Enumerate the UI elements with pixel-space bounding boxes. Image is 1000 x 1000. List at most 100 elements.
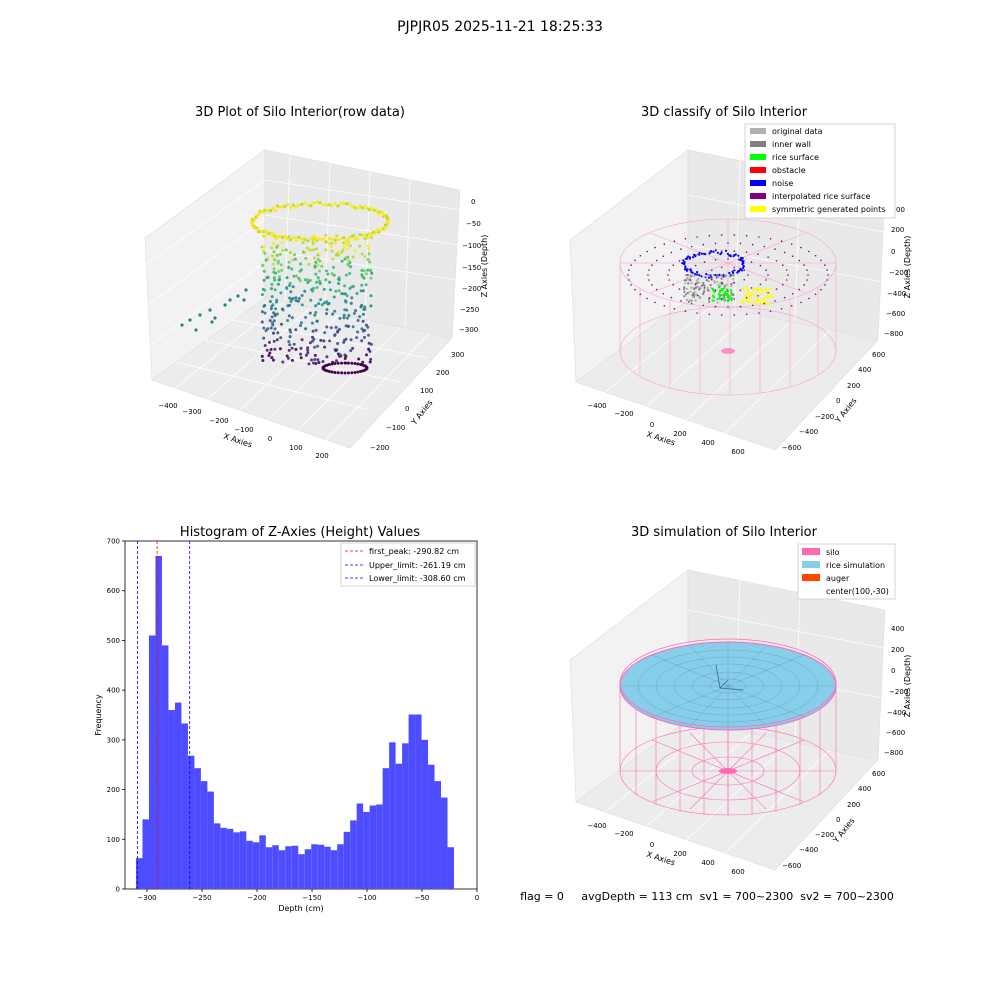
legend-swatch-silo <box>802 548 820 555</box>
cls-point-original <box>720 277 723 280</box>
raw-point <box>365 353 368 357</box>
raw-point <box>268 340 271 344</box>
cls-x-tick: 600 <box>731 448 744 456</box>
legend-swatch-noise <box>750 180 766 186</box>
sim-rice-mesh <box>620 642 836 730</box>
raw-floor-pane <box>151 297 453 449</box>
raw-point <box>272 311 276 315</box>
raw-point <box>367 333 370 337</box>
raw-point <box>335 359 338 363</box>
raw-point <box>301 250 305 254</box>
legend-rice: rice surface <box>772 153 819 162</box>
hist-x-tick-label: −150 <box>302 894 321 902</box>
cls-point-interpolated <box>739 242 742 245</box>
cls-point-interpolated <box>733 314 736 316</box>
cls-point-interpolated <box>721 266 723 269</box>
raw-point <box>262 278 266 282</box>
raw-point <box>350 296 354 300</box>
raw-point <box>328 280 332 284</box>
raw-point <box>252 225 256 229</box>
cls-point-symmetric <box>762 298 766 301</box>
raw-x-tick: 0 <box>268 435 272 443</box>
raw-point <box>283 204 287 208</box>
cls-point-interpolated <box>654 246 656 249</box>
raw-point <box>380 211 385 215</box>
hist-bar <box>324 846 331 889</box>
raw-point <box>348 261 352 265</box>
panel-classify-title: 3D classify of Silo Interior <box>641 105 808 120</box>
raw-point <box>329 326 333 330</box>
cls-point-rice <box>727 299 730 302</box>
raw-point <box>272 319 276 323</box>
raw-point <box>315 286 319 289</box>
cls-point-interpolated <box>780 308 783 310</box>
raw-point <box>353 249 357 252</box>
raw-point <box>339 202 343 206</box>
cls-point-original <box>719 282 722 285</box>
raw-point <box>288 206 293 210</box>
cls-point-interpolated <box>757 253 759 255</box>
cls-point-interpolated <box>814 293 817 296</box>
raw-point <box>291 235 295 240</box>
raw-point <box>260 245 264 249</box>
cls-point-interpolated <box>733 266 735 269</box>
hist-bar <box>415 714 422 889</box>
raw-point <box>295 274 299 278</box>
raw-point <box>369 294 373 298</box>
cls-point-interpolated <box>720 250 723 252</box>
cls-point-interpolated <box>662 255 665 257</box>
cls-x-tick: 0 <box>650 421 654 429</box>
cls-point-interpolated <box>780 240 783 242</box>
cls-point-noise <box>698 274 701 277</box>
raw-point <box>286 356 290 360</box>
cls-point-interpolated <box>814 254 817 257</box>
cls-point-interpolated <box>668 269 671 271</box>
raw-point <box>320 264 324 268</box>
raw-point <box>263 344 267 348</box>
sim-silo-wireframe <box>619 683 837 816</box>
panel-raw-3d: 3D Plot of Silo Interior(row data) −400 … <box>144 105 489 460</box>
hist-bar <box>304 849 312 889</box>
legend-swatch-auger <box>802 574 820 581</box>
sim-z-tick: −600 <box>886 729 905 737</box>
raw-point <box>308 248 312 252</box>
raw-point <box>309 298 313 302</box>
panel-histogram: Histogram of Z-Axies (Height) Values −30… <box>94 525 479 913</box>
hist-bar <box>447 847 455 889</box>
cls-point-noise <box>718 274 721 277</box>
raw-point <box>351 255 355 259</box>
cls-point-symmetric <box>759 287 762 291</box>
raw-point <box>244 288 248 292</box>
cls-point-interpolated <box>647 274 649 276</box>
cls-point-original <box>713 281 717 284</box>
cls-point-interpolated <box>708 313 711 316</box>
raw-point <box>315 237 319 241</box>
cls-point-interpolated <box>651 284 653 286</box>
raw-point <box>263 252 267 255</box>
hist-bar <box>278 850 286 889</box>
raw-point <box>369 236 373 239</box>
cls-x-label: X Axies <box>645 430 676 448</box>
raw-point <box>261 359 265 362</box>
raw-point <box>316 263 320 267</box>
hist-bar <box>291 845 299 889</box>
raw-point <box>335 348 339 352</box>
cls-point-noise <box>737 254 740 257</box>
cls-point-interpolated <box>648 269 650 271</box>
cls-point-original <box>703 290 706 293</box>
sim-y-tick: −400 <box>799 846 818 854</box>
sim-y-tick: 600 <box>872 770 885 778</box>
raw-point <box>345 308 349 312</box>
cls-point-interpolated <box>663 305 666 307</box>
raw-point <box>275 253 279 257</box>
cls-point-interpolated <box>628 279 630 281</box>
cls-point-interpolated <box>711 269 713 272</box>
raw-point <box>280 307 284 311</box>
raw-point <box>321 360 325 363</box>
raw-point <box>347 202 352 206</box>
raw-point <box>360 283 364 287</box>
raw-point <box>360 339 364 343</box>
hist-bar <box>265 847 273 889</box>
cls-point-interpolated <box>765 279 767 281</box>
raw-point <box>349 338 353 342</box>
